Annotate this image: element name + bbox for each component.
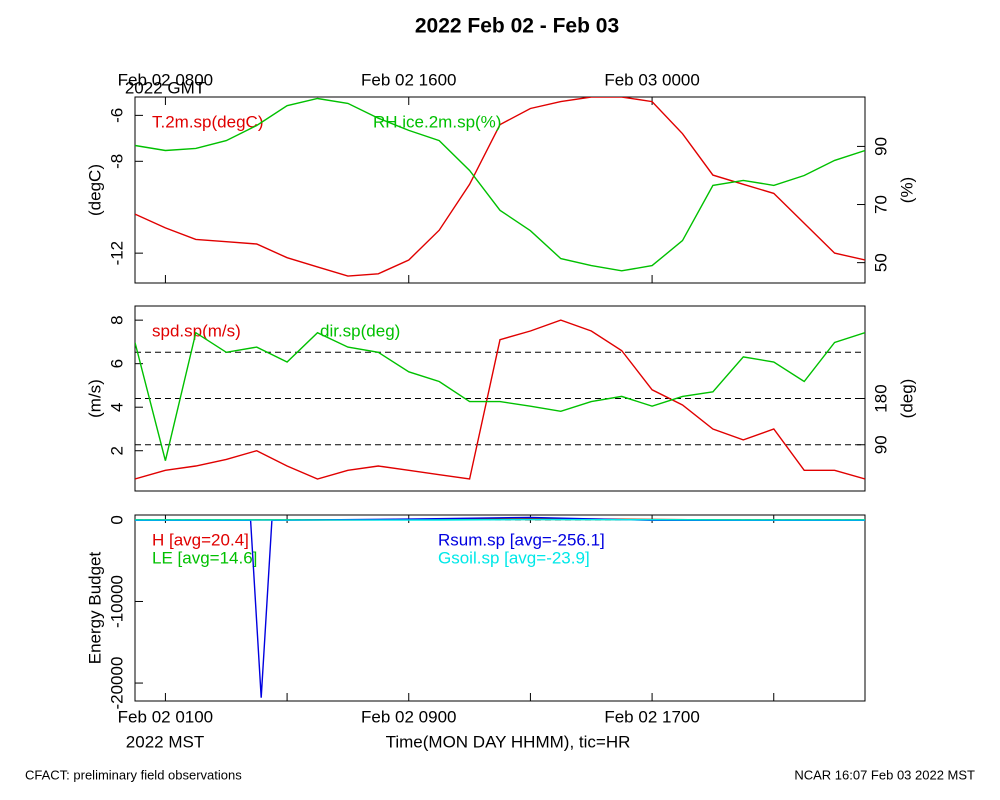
series-line (135, 518, 865, 521)
y-tick-label: 8 (107, 315, 126, 324)
x-tick-label: Feb 02 0900 (361, 707, 456, 726)
x-tick-label: Feb 02 0800 (118, 70, 213, 89)
y-axis-label: (m/s) (85, 379, 104, 418)
y-tick-label: -10000 (107, 575, 126, 628)
legend-label: H [avg=20.4] (152, 530, 249, 549)
y2-tick-label: 180 (871, 384, 890, 412)
y-tick-label: -12 (107, 241, 126, 266)
y-tick-label: 0 (107, 515, 126, 524)
legend-label: LE [avg=14.6] (152, 548, 257, 567)
legend-label: Rsum.sp [avg=-256.1] (438, 530, 605, 549)
x-axis-label: Time(MON DAY HHMM), tic=HR (386, 732, 631, 751)
y2-axis-label: (%) (897, 177, 916, 203)
legend-label: RH.ice.2m.sp(%) (373, 112, 501, 131)
legend-label: T.2m.sp(degC) (152, 112, 263, 131)
legend-label: dir.sp(deg) (320, 321, 400, 340)
y-tick-label: -8 (107, 154, 126, 169)
y-tick-label: 2 (107, 446, 126, 455)
y2-axis-label: (deg) (897, 379, 916, 419)
x-tick-label: Feb 02 1700 (604, 707, 699, 726)
y-tick-label: 6 (107, 359, 126, 368)
x-tick-label: Feb 03 0000 (604, 70, 699, 89)
x-tick-label: Feb 02 1600 (361, 70, 456, 89)
plot-frame (134, 514, 866, 702)
series-line (135, 331, 865, 461)
x2-note: 2022 GMT (125, 78, 205, 97)
y2-tick-label: 50 (871, 253, 890, 272)
y2-tick-label: 90 (871, 435, 890, 454)
y2-tick-label: 70 (871, 195, 890, 214)
legend-label: Gsoil.sp [avg=-23.9] (438, 548, 590, 567)
y-tick-label: -20000 (107, 657, 126, 710)
page-title: 2022 Feb 02 - Feb 03 (415, 15, 619, 38)
series-line (135, 319, 865, 480)
x-note: 2022 MST (126, 732, 204, 751)
x-tick-label: Feb 02 0100 (118, 707, 213, 726)
y-tick-label: -6 (107, 108, 126, 123)
footer-right: NCAR 16:07 Feb 03 2022 MST (794, 767, 975, 782)
series-line (135, 97, 865, 277)
y-axis-label: Energy Budget (85, 551, 104, 664)
y-tick-label: 4 (107, 402, 126, 411)
plot-frame (134, 96, 866, 284)
footer-left: CFACT: preliminary field observations (25, 767, 242, 782)
y-axis-label: (degC) (85, 164, 104, 216)
series-line (135, 97, 865, 272)
legend-label: spd.sp(m/s) (152, 321, 241, 340)
y2-tick-label: 90 (871, 137, 890, 156)
